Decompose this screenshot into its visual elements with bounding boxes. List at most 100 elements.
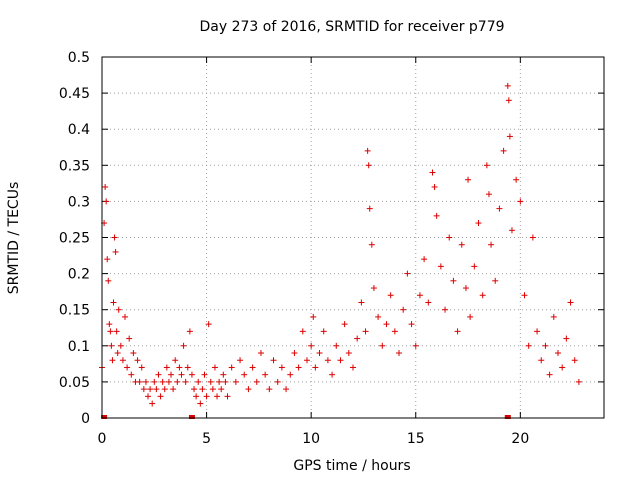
data-point	[408, 321, 415, 328]
data-point	[117, 342, 124, 349]
data-point	[465, 176, 472, 183]
y-tick-label: 0.15	[59, 303, 90, 319]
data-point	[538, 357, 545, 364]
data-point	[391, 328, 398, 335]
data-point	[454, 328, 461, 335]
data-point	[209, 386, 216, 393]
data-point	[492, 277, 499, 284]
data-point	[429, 169, 436, 176]
data-point	[433, 212, 440, 219]
data-point	[513, 176, 520, 183]
data-point	[249, 364, 256, 371]
x-tick-label: 15	[407, 431, 425, 447]
data-point	[554, 350, 561, 357]
data-point	[299, 328, 306, 335]
data-point	[375, 313, 382, 320]
data-point	[124, 364, 131, 371]
data-point	[151, 378, 158, 385]
y-tick-label: 0.1	[68, 339, 90, 355]
data-point	[500, 147, 507, 154]
data-point	[525, 342, 532, 349]
data-point	[295, 364, 302, 371]
data-point	[341, 321, 348, 328]
y-tick-label: 0.5	[68, 50, 90, 66]
data-point	[136, 378, 143, 385]
data-point	[416, 292, 423, 299]
data-point	[450, 277, 457, 284]
data-point	[370, 285, 377, 292]
data-point	[126, 335, 133, 342]
data-point	[412, 342, 419, 349]
data-point	[153, 386, 160, 393]
data-point	[458, 241, 465, 248]
data-point	[161, 386, 168, 393]
data-point	[571, 357, 578, 364]
data-point	[155, 371, 162, 378]
data-point	[142, 378, 149, 385]
data-point	[207, 378, 214, 385]
data-point	[149, 400, 156, 407]
data-point	[193, 393, 200, 400]
baseline-marker	[504, 415, 511, 419]
data-point	[324, 357, 331, 364]
data-point	[567, 299, 574, 306]
data-point	[147, 386, 154, 393]
data-point	[112, 248, 119, 255]
data-point	[488, 241, 495, 248]
grid	[102, 57, 604, 418]
data-point	[421, 256, 428, 263]
data-point	[218, 386, 225, 393]
data-point	[362, 328, 369, 335]
data-point	[274, 378, 281, 385]
data-point	[107, 328, 114, 335]
data-point	[119, 357, 126, 364]
data-point	[350, 364, 356, 371]
data-point	[241, 371, 248, 378]
data-point	[508, 227, 515, 234]
data-point	[168, 371, 175, 378]
data-point	[122, 313, 129, 320]
data-point	[253, 378, 260, 385]
data-point	[446, 234, 453, 241]
data-point	[278, 364, 285, 371]
data-point	[546, 371, 553, 378]
data-point	[316, 350, 323, 357]
data-point	[203, 393, 210, 400]
x-tick-label: 5	[202, 431, 211, 447]
data-point	[180, 342, 187, 349]
data-point	[105, 277, 112, 284]
data-point	[291, 350, 298, 357]
data-point	[471, 263, 478, 270]
data-point	[102, 183, 109, 190]
data-point	[157, 393, 164, 400]
data-point	[140, 386, 147, 393]
data-point	[205, 321, 212, 328]
data-point	[232, 378, 239, 385]
data-point	[320, 328, 327, 335]
data-point	[310, 313, 317, 320]
data-point	[329, 371, 336, 378]
data-point	[228, 364, 235, 371]
y-tick-label: 0.3	[68, 194, 90, 210]
data-point	[195, 378, 202, 385]
data-point	[534, 328, 541, 335]
data-point	[110, 299, 117, 306]
data-point	[199, 386, 206, 393]
data-point	[396, 350, 403, 357]
data-point	[483, 162, 490, 169]
y-tick-label: 0.45	[59, 86, 90, 102]
data-point	[425, 299, 432, 306]
data-point	[211, 364, 218, 371]
data-point	[542, 342, 549, 349]
data-point	[462, 285, 469, 292]
data-point	[188, 371, 195, 378]
data-point	[104, 256, 111, 263]
data-point	[111, 234, 118, 241]
data-point	[145, 393, 152, 400]
x-tick-label: 20	[511, 431, 529, 447]
y-tick-label: 0.25	[59, 231, 90, 247]
data-point	[266, 386, 273, 393]
axis-ticks: 0 0.05 0.1 0.15 0.2 0.25 0.3 0.35 0.4 0.45 0.5 0 5 10…	[59, 50, 604, 447]
data-point	[475, 220, 482, 227]
plot-frame	[101, 56, 605, 419]
